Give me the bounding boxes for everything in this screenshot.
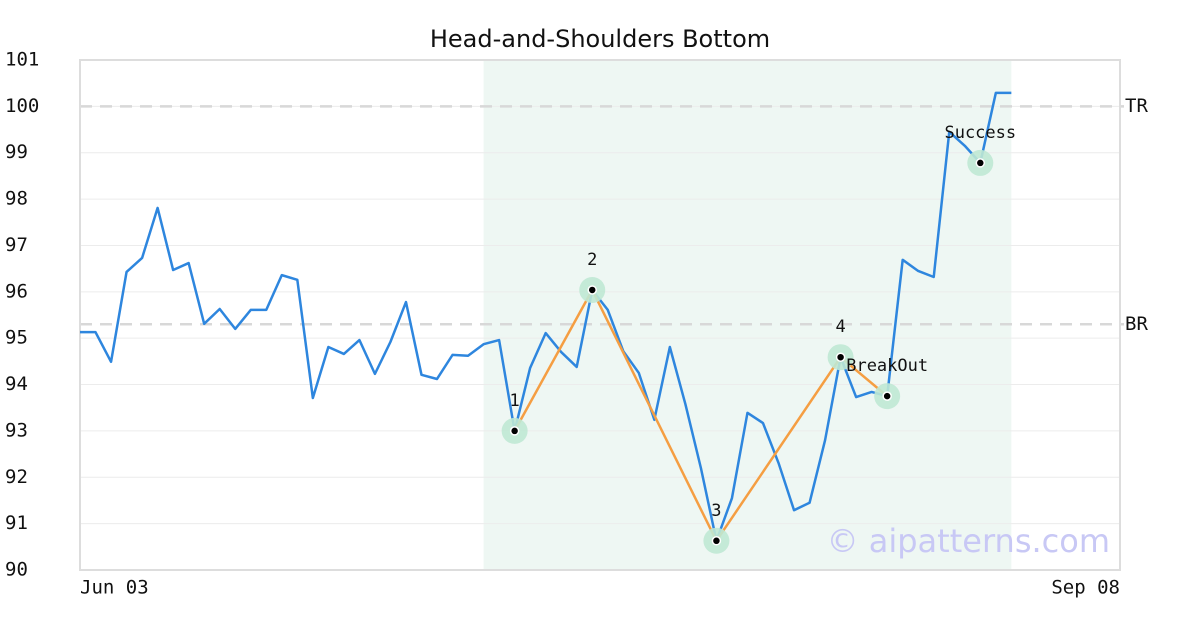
y-tick-label: 99 bbox=[5, 141, 28, 163]
pattern-point-dot bbox=[509, 426, 520, 436]
pattern-point-dot bbox=[882, 391, 892, 401]
y-tick-label: 91 bbox=[5, 512, 28, 534]
y-tick-label: 98 bbox=[5, 188, 28, 210]
y-tick-label: 97 bbox=[5, 234, 28, 256]
reference-label: TR bbox=[1125, 95, 1148, 117]
y-tick-label: 92 bbox=[5, 466, 28, 488]
pattern-point-label: 3 bbox=[711, 501, 721, 521]
y-tick-label: 100 bbox=[5, 95, 39, 117]
y-tick-label: 95 bbox=[5, 327, 28, 349]
x-tick-label: Jun 03 bbox=[80, 577, 149, 599]
marker-label: Success bbox=[944, 123, 1016, 143]
reference-label: BR bbox=[1125, 313, 1148, 335]
marker-dot bbox=[975, 158, 986, 168]
y-tick-label: 96 bbox=[5, 280, 28, 302]
pattern-point-label: 4 bbox=[835, 317, 845, 337]
y-tick-label: 93 bbox=[5, 419, 28, 441]
pattern-point-dot bbox=[835, 352, 846, 362]
pattern-region bbox=[483, 60, 1012, 570]
plot-frame bbox=[79, 59, 1121, 571]
pattern-point-label: BreakOut bbox=[846, 356, 928, 376]
pattern-point-dot bbox=[711, 536, 722, 546]
chart-title: Head-and-Shoulders Bottom bbox=[430, 25, 770, 53]
y-tick-label: 94 bbox=[5, 373, 28, 395]
pattern-point-dot bbox=[587, 285, 597, 295]
price-line bbox=[80, 91, 1012, 543]
pattern-point-label: 1 bbox=[510, 391, 520, 411]
x-tick-label: Sep 08 bbox=[1051, 577, 1120, 599]
y-tick-label: 90 bbox=[5, 559, 28, 581]
pattern-point-label: 2 bbox=[587, 250, 597, 270]
y-tick-label: 101 bbox=[5, 49, 39, 71]
watermark: © aipatterns.com bbox=[827, 522, 1110, 560]
